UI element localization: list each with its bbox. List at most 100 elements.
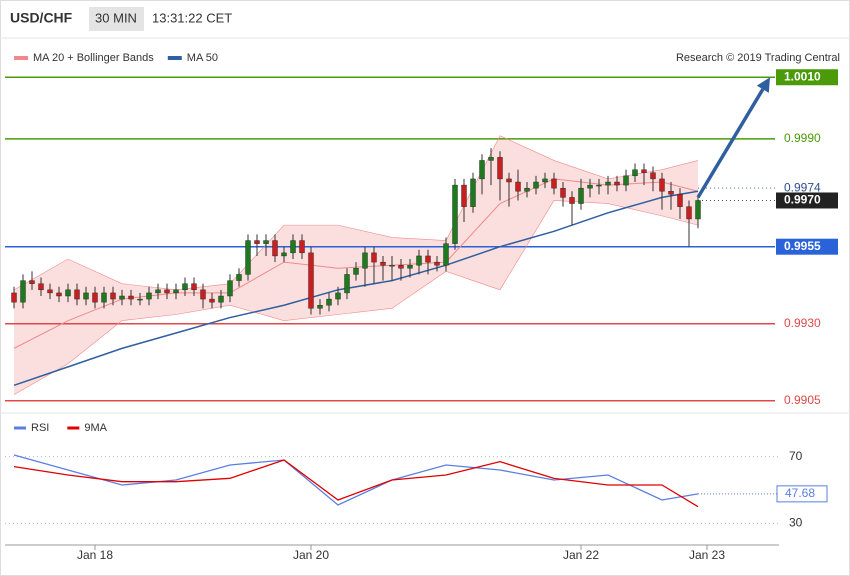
candle-body [92, 292, 98, 303]
x-tick-label: Jan 20 [293, 548, 329, 562]
credit: Research © 2019 Trading Central [676, 52, 840, 64]
candle-body [488, 157, 494, 161]
candle-body [344, 274, 350, 294]
candle-body [515, 181, 521, 192]
candle-body [362, 252, 368, 269]
candle-body [182, 283, 188, 291]
y-tick-label: 30 [789, 516, 803, 530]
candle-body [659, 178, 665, 192]
candle-body [623, 175, 629, 186]
candle-body [209, 298, 215, 303]
candle-body [335, 292, 341, 300]
candle-body [632, 169, 638, 177]
candle-body [263, 240, 269, 244]
candle-body [686, 206, 692, 220]
candle-body [128, 295, 134, 300]
candle-body [155, 289, 161, 294]
candle-body [29, 280, 35, 284]
candle-body [65, 289, 71, 297]
candle-body [20, 280, 26, 303]
candle-body [542, 178, 548, 183]
candle-body [677, 194, 683, 207]
candle-body [254, 240, 260, 244]
candle-body [200, 289, 206, 300]
level-label: 0.9974 [784, 180, 821, 194]
candle-body [596, 184, 602, 187]
level-box [776, 238, 838, 255]
candle-body [560, 187, 566, 198]
y-tick-label: 70 [789, 449, 803, 463]
legend-label: MA 50 [187, 52, 218, 64]
candle-body [11, 292, 17, 303]
candle-body [317, 305, 323, 309]
candle-body [506, 178, 512, 183]
candle-body [650, 172, 656, 180]
candle-body [461, 184, 467, 207]
candle-body [605, 181, 611, 186]
x-tick-label: Jan 23 [689, 548, 725, 562]
candle-body [173, 289, 179, 294]
level-label: 0.9990 [784, 131, 821, 145]
candle-body [83, 292, 89, 300]
candle-body [641, 169, 647, 173]
candle-body [416, 255, 422, 266]
level-label: 0.9970 [784, 193, 821, 207]
level-label: 0.9930 [784, 316, 821, 330]
candle-body [290, 240, 296, 254]
candle-body [38, 283, 44, 291]
candle-body [497, 157, 503, 180]
candle-body [407, 264, 413, 269]
indicator-line [13, 454, 699, 506]
candle-body [245, 240, 251, 275]
candle-body [119, 295, 125, 300]
candle-body [524, 187, 530, 192]
candle-body [137, 298, 143, 301]
candle-body [47, 289, 53, 294]
candle-body [353, 268, 359, 275]
candle-body [326, 298, 332, 306]
candle-body [164, 289, 170, 294]
candle-body [452, 184, 458, 244]
level-label: 0.9905 [784, 393, 821, 407]
x-tick-label: Jan 18 [77, 548, 113, 562]
x-tick-label: Jan 22 [563, 548, 599, 562]
candle-body [191, 283, 197, 291]
candle-body [218, 295, 224, 303]
candle-body [614, 181, 620, 186]
candle-body [443, 243, 449, 266]
candle-body [434, 261, 440, 266]
candle-body [308, 252, 314, 309]
candle-body [398, 264, 404, 269]
last-value-label: 47.68 [785, 486, 815, 500]
candle-body [281, 252, 287, 257]
legend-label: RSI [31, 422, 49, 434]
candle-body [380, 261, 386, 266]
candle-body [578, 187, 584, 204]
candle-body [101, 292, 107, 303]
indicator-line [13, 459, 699, 508]
candle-body [299, 240, 305, 254]
interval: 30 MIN [95, 10, 137, 25]
level-label: 0.9955 [784, 239, 821, 253]
band-upper [13, 135, 699, 291]
candle-body [227, 280, 233, 297]
candle-body [470, 178, 476, 207]
candle-body [146, 292, 152, 300]
candle-body [425, 255, 431, 263]
candle-body [695, 200, 701, 220]
candle-body [533, 181, 539, 189]
candle-body [56, 292, 62, 297]
candle-body [74, 289, 80, 300]
candle-body [587, 184, 593, 189]
last-value-box [776, 485, 828, 503]
candle-body [569, 197, 575, 204]
candle-body [668, 191, 674, 195]
candle-body [272, 240, 278, 257]
legend-label: 9MA [84, 422, 107, 434]
candle-body [110, 292, 116, 300]
forecast-arrow [696, 88, 765, 199]
level-box [776, 192, 838, 209]
band-lower [13, 200, 699, 395]
